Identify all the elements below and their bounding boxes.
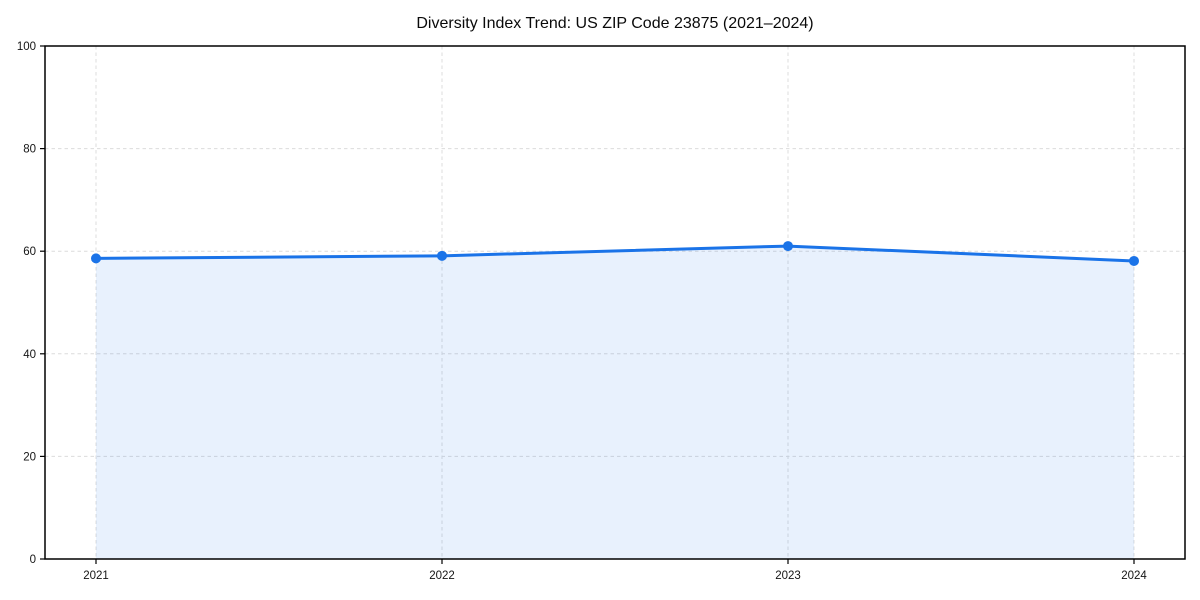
y-tick-label: 0 — [30, 554, 36, 566]
series-area-fill — [96, 246, 1134, 559]
series-line — [94, 244, 1136, 263]
data-point-marker — [91, 253, 101, 264]
y-tick-label: 40 — [23, 349, 36, 361]
y-tick-label: 20 — [23, 451, 36, 463]
x-tick-label: 2024 — [1121, 570, 1147, 582]
y-tick-label: 60 — [23, 246, 36, 258]
x-tick-label: 2022 — [429, 570, 455, 582]
data-point-marker — [783, 241, 793, 252]
chart-title: Diversity Index Trend: US ZIP Code 23875… — [416, 15, 813, 32]
x-tick-label: 2023 — [775, 570, 801, 582]
plot-area: 0 20 40 60 80 100 2021 2022 2023 2024 — [17, 41, 1186, 582]
axes-frame — [44, 45, 1186, 560]
data-point-marker — [1129, 255, 1139, 266]
data-point-marker — [437, 250, 447, 261]
y-tick-label: 100 — [17, 41, 36, 53]
x-tick-label: 2021 — [83, 570, 109, 582]
y-tick-label: 80 — [23, 144, 36, 156]
